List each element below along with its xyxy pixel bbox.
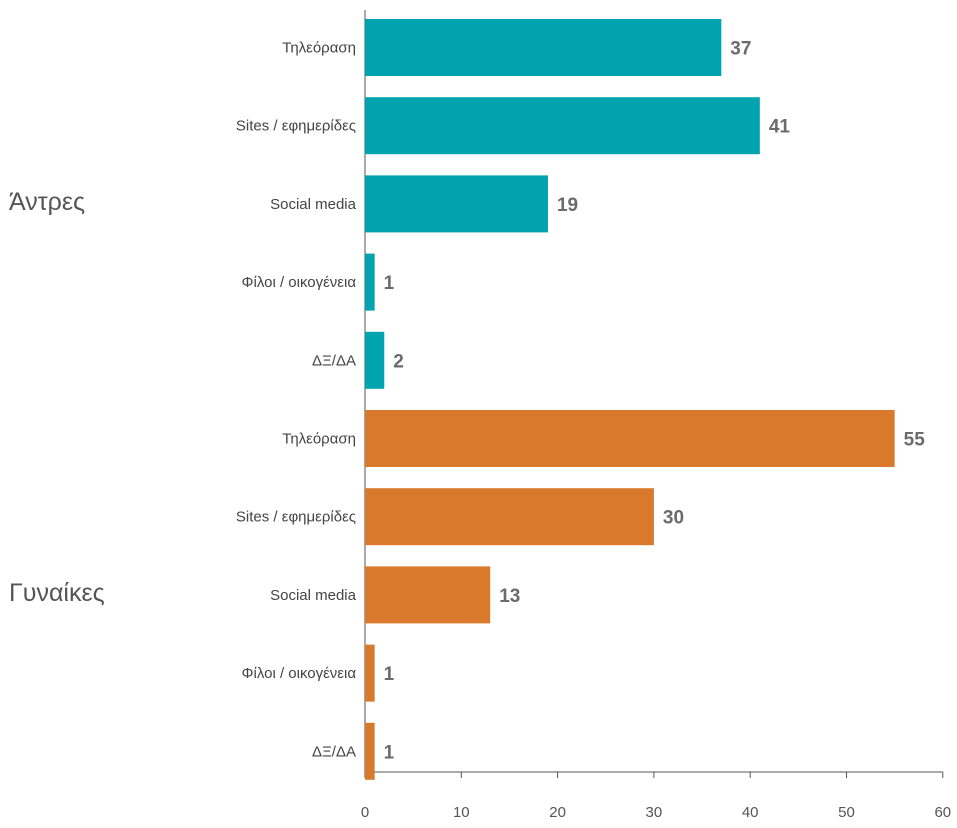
bar [365, 97, 760, 155]
data-label: 2 [393, 351, 404, 372]
bar [365, 410, 895, 467]
bar [365, 253, 375, 311]
x-tick-label: 60 [934, 804, 951, 821]
category-label: Τηλεόραση [282, 431, 356, 448]
data-label: 41 [769, 117, 791, 138]
data-label: 55 [904, 430, 926, 451]
category-label: ΔΞ/ΔΑ [312, 743, 356, 760]
data-label: 13 [499, 586, 520, 607]
x-tick-label: 40 [742, 804, 759, 821]
x-tick-label: 50 [838, 804, 855, 821]
group-label: Γυναίκες [9, 578, 105, 607]
data-label: 1 [384, 273, 395, 294]
data-label: 19 [557, 195, 578, 216]
bar [365, 488, 654, 546]
bar [365, 331, 385, 389]
data-label: 1 [384, 742, 395, 763]
bar [365, 722, 375, 780]
bar [365, 644, 375, 702]
x-tick-label: 10 [453, 804, 470, 821]
category-label: Social media [270, 587, 357, 604]
x-tick-label: 20 [549, 804, 566, 821]
bar [365, 566, 491, 624]
category-label: Τηλεόραση [282, 40, 356, 57]
bar [365, 175, 548, 233]
category-label: Φίλοι / οικογένεια [242, 274, 357, 291]
category-label: Sites / εφημερίδες [236, 509, 356, 526]
category-label: Social media [270, 196, 357, 213]
group-label: Άντρες [9, 187, 86, 216]
category-label: Φίλοι / οικογένεια [242, 665, 357, 682]
category-label: ΔΞ/ΔΑ [312, 352, 356, 369]
x-tick-label: 0 [361, 804, 369, 821]
category-label: Sites / εφημερίδες [236, 118, 356, 135]
x-tick-label: 30 [646, 804, 663, 821]
bar [365, 19, 722, 76]
data-label: 37 [730, 39, 751, 60]
data-label: 30 [663, 508, 684, 529]
data-label: 1 [384, 664, 395, 685]
